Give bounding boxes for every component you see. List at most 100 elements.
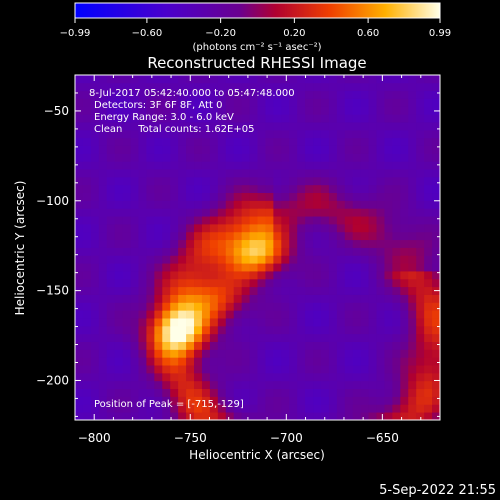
heatmap-cell xyxy=(305,278,314,288)
heatmap-cell xyxy=(233,169,243,178)
heatmap-cell xyxy=(75,310,84,319)
heatmap-cell xyxy=(170,388,179,397)
heatmap-cell xyxy=(217,412,227,421)
heatmap-cell xyxy=(178,223,187,233)
heatmap-cell xyxy=(257,169,266,178)
heatmap-cell xyxy=(186,310,195,319)
heatmap-cell xyxy=(106,278,116,288)
heatmap-cell xyxy=(376,192,385,201)
heatmap-cell xyxy=(209,325,219,335)
heatmap-cell xyxy=(154,176,163,186)
heatmap-cell xyxy=(122,200,131,209)
heatmap-cell xyxy=(114,184,123,194)
heatmap-cell xyxy=(352,388,362,397)
heatmap-cell xyxy=(336,176,346,186)
heatmap-cell xyxy=(114,98,123,107)
heatmap-cell xyxy=(233,129,243,139)
heatmap-cell xyxy=(344,75,354,84)
heatmap-cell xyxy=(328,380,338,390)
heatmap-cell xyxy=(225,372,235,382)
heatmap-cell xyxy=(249,192,258,201)
heatmap-cell xyxy=(320,302,330,311)
heatmap-cell xyxy=(257,263,266,272)
heatmap-cell xyxy=(225,325,235,335)
heatmap-cell xyxy=(265,176,274,186)
heatmap-cell xyxy=(289,271,298,280)
heatmap-cell xyxy=(241,357,250,366)
heatmap-cell xyxy=(138,231,147,241)
heatmap-cell xyxy=(82,98,92,107)
heatmap-cell xyxy=(281,216,290,225)
heatmap-cell xyxy=(106,294,116,303)
heatmap-cell xyxy=(225,302,235,311)
heatmap-cell xyxy=(130,286,139,295)
heatmap-cell xyxy=(336,380,346,390)
heatmap-cell xyxy=(186,216,195,225)
heatmap-cell xyxy=(384,145,393,154)
heatmap-cell xyxy=(75,231,84,241)
footer-timestamp: 5-Sep-2022 21:55 xyxy=(379,483,496,498)
heatmap-cell xyxy=(241,145,250,154)
heatmap-cell xyxy=(328,239,338,248)
heatmap-cell xyxy=(297,318,306,327)
heatmap-cell xyxy=(114,286,123,295)
heatmap-cell xyxy=(241,122,250,131)
heatmap-cell xyxy=(225,192,235,201)
heatmap-cell xyxy=(249,357,258,366)
heatmap-cell xyxy=(146,208,155,217)
heatmap-cell xyxy=(162,365,171,374)
heatmap-cell xyxy=(360,380,369,390)
heatmap-cell xyxy=(98,223,108,233)
heatmap-cell xyxy=(320,106,330,115)
heatmap-cell xyxy=(186,161,195,170)
heatmap-cell xyxy=(209,145,219,154)
heatmap-cell xyxy=(344,200,354,209)
heatmap-cell xyxy=(98,129,108,139)
heatmap-cell xyxy=(416,278,425,288)
heatmap-cell xyxy=(186,122,195,131)
heatmap-cell xyxy=(257,404,266,413)
heatmap-cell xyxy=(328,231,338,241)
heatmap-cell xyxy=(424,75,433,84)
heatmap-cell xyxy=(249,75,258,84)
heatmap-cell xyxy=(122,294,131,303)
heatmap-cell xyxy=(170,223,179,233)
heatmap-cell xyxy=(265,278,274,288)
heatmap-cell xyxy=(273,271,282,280)
heatmap-cell xyxy=(360,372,369,382)
heatmap-cell xyxy=(170,318,179,327)
heatmap-cell xyxy=(344,247,354,256)
heatmap-cell xyxy=(90,145,100,154)
heatmap-cell xyxy=(368,294,377,303)
heatmap-cell xyxy=(146,192,155,201)
heatmap-cell xyxy=(416,318,425,327)
heatmap-cell xyxy=(122,271,131,280)
heatmap-cell xyxy=(170,161,179,170)
heatmap-cell xyxy=(122,349,131,358)
heatmap-cell xyxy=(344,318,354,327)
heatmap-cell xyxy=(392,145,401,154)
heatmap-cell xyxy=(360,341,369,350)
heatmap-cell xyxy=(154,208,163,217)
heatmap-cell xyxy=(432,372,441,382)
heatmap-cell xyxy=(106,176,116,186)
heatmap-cell xyxy=(328,372,338,382)
heatmap-cell xyxy=(257,286,266,295)
heatmap-cell xyxy=(360,239,369,248)
heatmap-cell xyxy=(368,396,377,405)
heatmap-cell xyxy=(186,169,195,178)
heatmap-cell xyxy=(320,153,330,162)
heatmap-cell xyxy=(130,208,139,217)
heatmap-cell xyxy=(320,271,330,280)
heatmap-cell xyxy=(328,271,338,280)
heatmap-cell xyxy=(313,271,322,280)
heatmap-cell xyxy=(305,357,314,366)
heatmap-cell xyxy=(313,208,322,217)
heatmap-cell xyxy=(233,372,243,382)
heatmap-cell xyxy=(400,302,409,311)
heatmap-cell xyxy=(392,278,401,288)
heatmap-cell xyxy=(90,286,100,295)
heatmap-cell xyxy=(344,271,354,280)
heatmap-cell xyxy=(82,145,92,154)
heatmap-cell xyxy=(122,161,131,170)
